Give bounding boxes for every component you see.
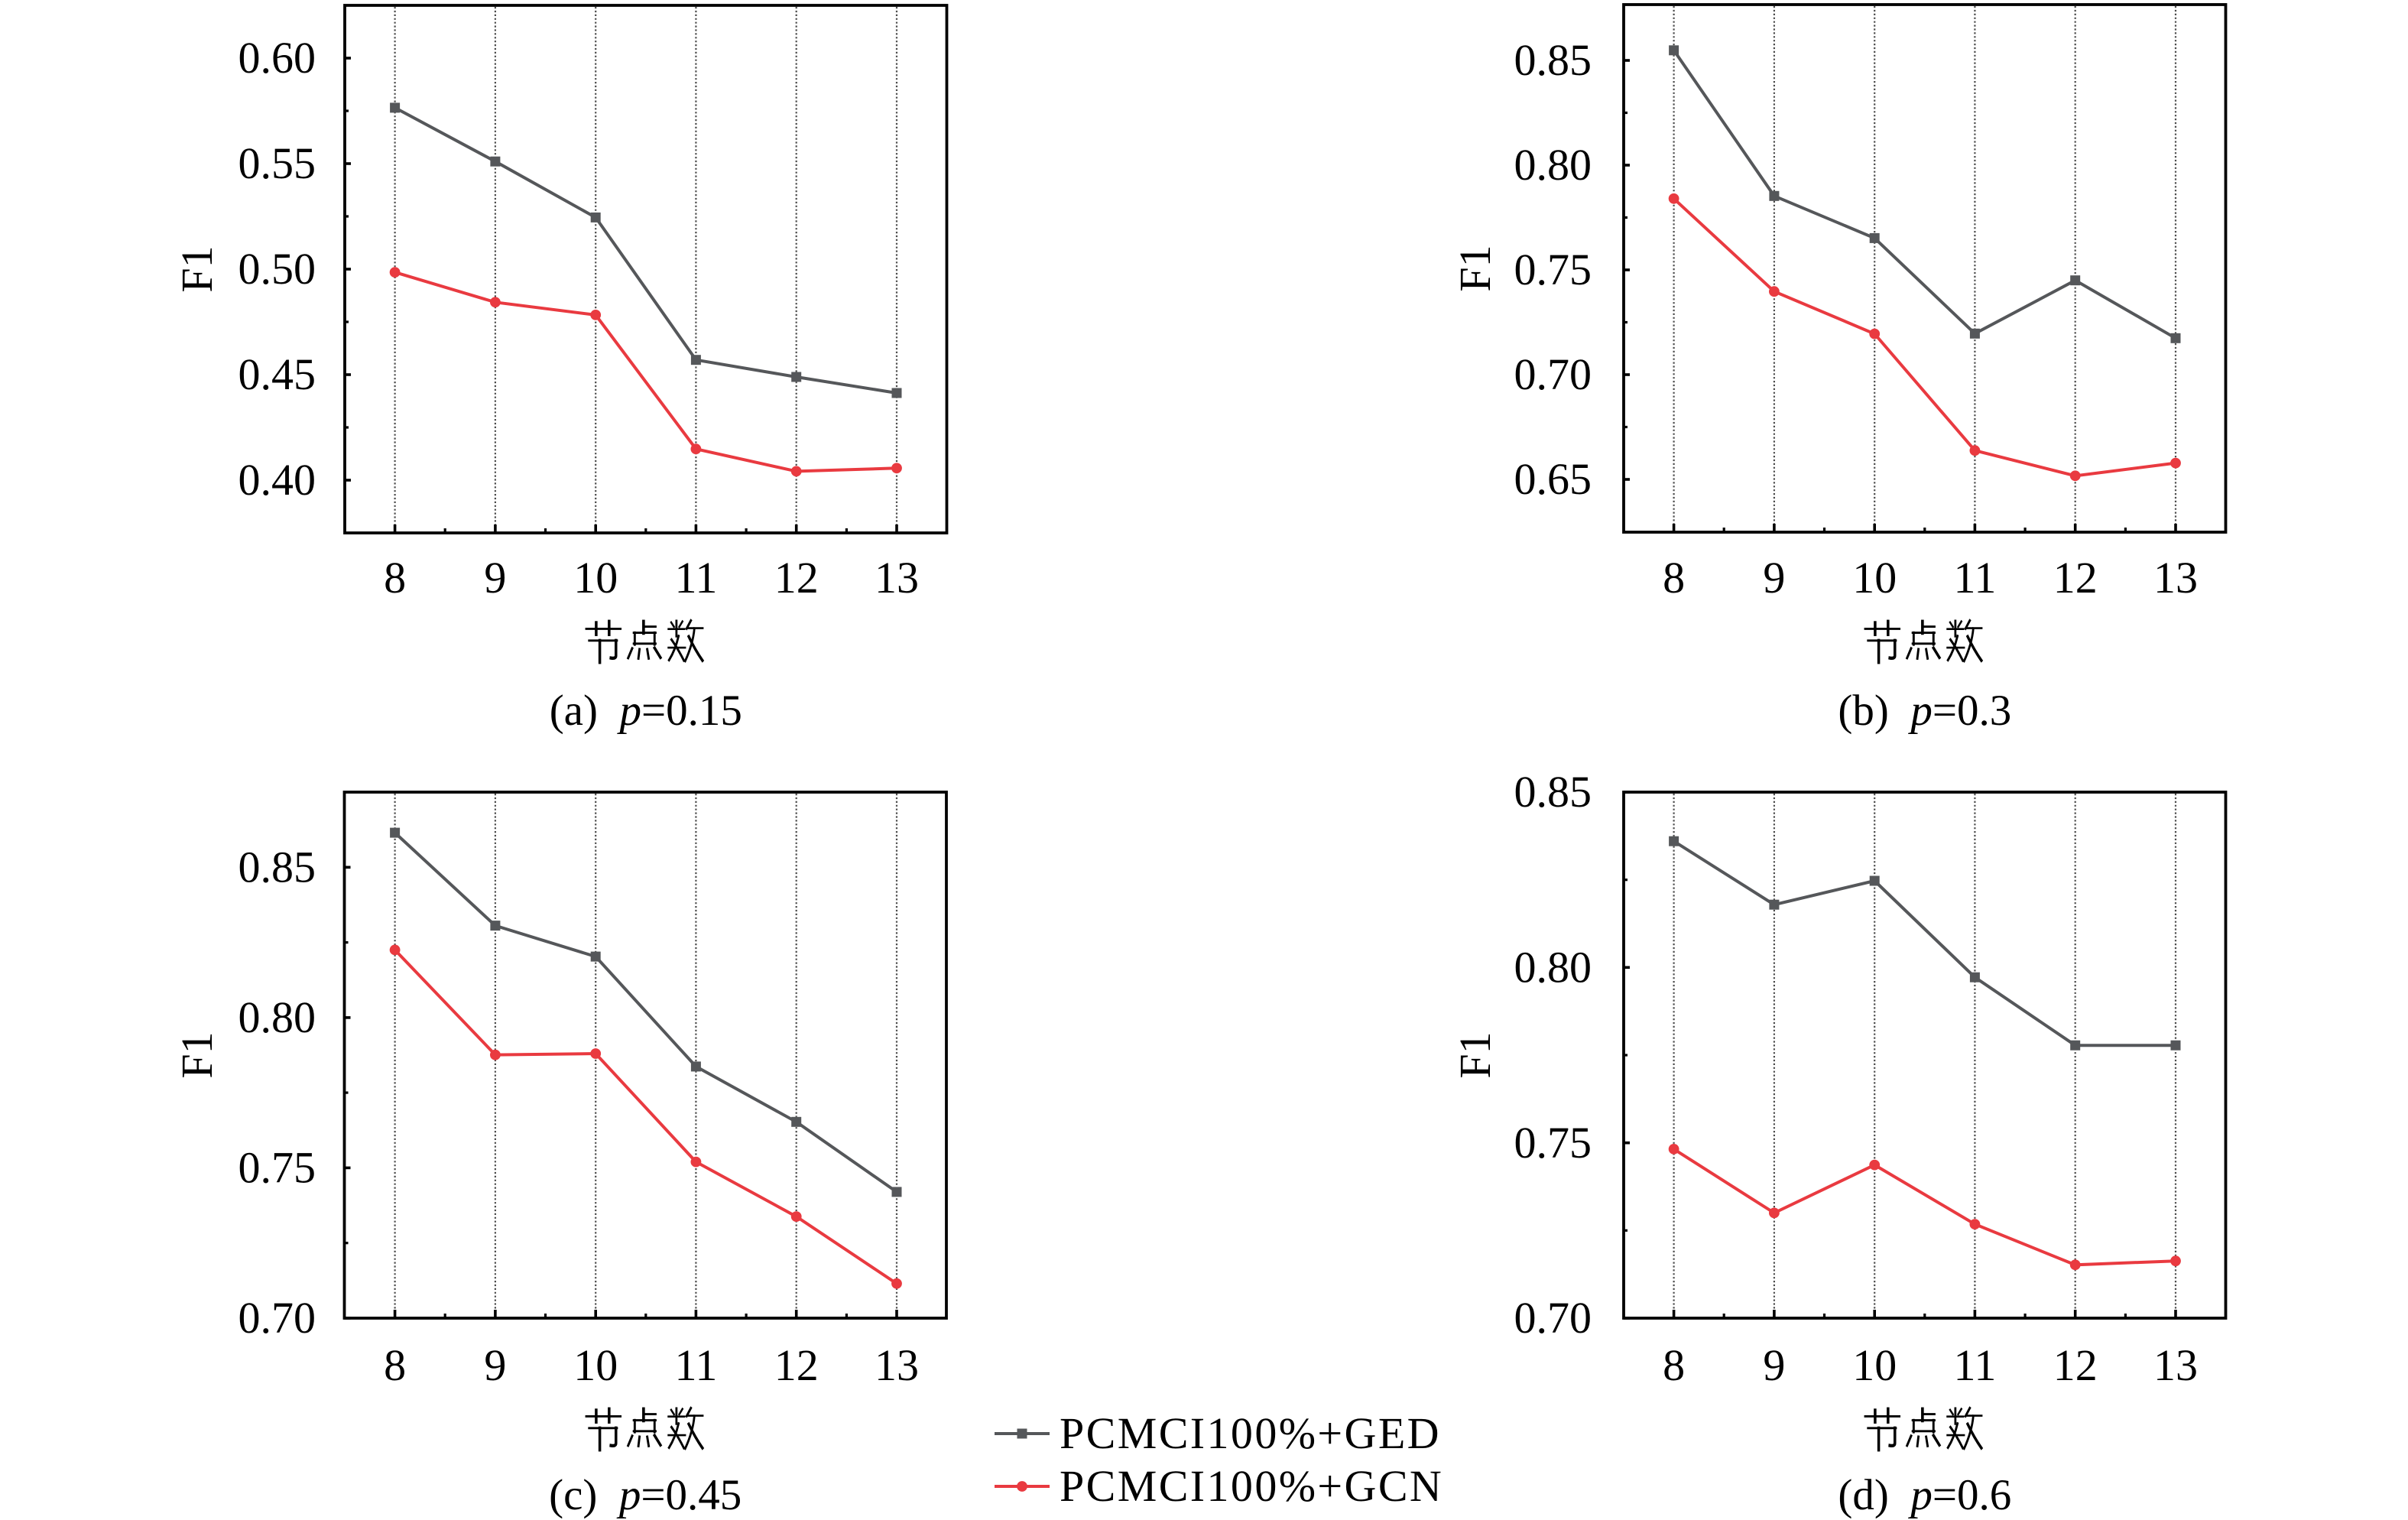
svg-text:8: 8	[384, 1340, 406, 1390]
svg-text:0.70: 0.70	[1514, 1293, 1592, 1343]
svg-text:12: 12	[774, 1340, 819, 1390]
svg-text:13: 13	[2153, 553, 2198, 602]
svg-text:12: 12	[2053, 553, 2098, 602]
svg-text:F1: F1	[1450, 245, 1500, 291]
svg-text:(c) p=0.45: (c) p=0.45	[549, 1471, 742, 1519]
svg-text:0.75: 0.75	[1514, 245, 1592, 294]
svg-text:8: 8	[1663, 1340, 1685, 1390]
svg-text:0.55: 0.55	[239, 138, 316, 188]
svg-text:8: 8	[1663, 553, 1685, 602]
svg-text:0.70: 0.70	[239, 1293, 316, 1343]
svg-text:10: 10	[573, 1340, 618, 1390]
svg-text:0.80: 0.80	[1514, 140, 1592, 190]
svg-text:9: 9	[1763, 1340, 1785, 1390]
svg-text:F1: F1	[1450, 1031, 1500, 1078]
svg-text:0.65: 0.65	[1514, 454, 1592, 504]
svg-text:11: 11	[1953, 1340, 1996, 1390]
svg-text:(b) p=0.3: (b) p=0.3	[1838, 687, 2011, 735]
svg-text:0.85: 0.85	[1514, 767, 1592, 817]
svg-text:11: 11	[674, 553, 717, 602]
svg-text:0.85: 0.85	[239, 843, 316, 892]
svg-text:9: 9	[1763, 553, 1785, 602]
svg-text:8: 8	[384, 553, 406, 602]
svg-text:0.80: 0.80	[1514, 943, 1592, 992]
svg-text:0.45: 0.45	[239, 349, 316, 399]
svg-text:F1: F1	[172, 1031, 222, 1078]
svg-text:0.70: 0.70	[1514, 349, 1592, 399]
svg-text:0.85: 0.85	[1514, 35, 1592, 85]
svg-text:11: 11	[1953, 553, 1996, 602]
svg-text:12: 12	[2053, 1340, 2098, 1390]
svg-text:(a) p=0.15: (a) p=0.15	[550, 687, 742, 735]
svg-text:0.40: 0.40	[239, 455, 316, 505]
svg-text:12: 12	[774, 553, 819, 602]
svg-text:10: 10	[1852, 553, 1897, 602]
svg-text:0.80: 0.80	[239, 992, 316, 1042]
svg-text:F1: F1	[172, 245, 222, 292]
svg-text:0.60: 0.60	[239, 33, 316, 83]
svg-text:13: 13	[875, 1340, 919, 1390]
svg-text:PCMCI100%+GCN: PCMCI100%+GCN	[1060, 1461, 1443, 1511]
svg-text:11: 11	[674, 1340, 717, 1390]
svg-text:PCMCI100%+GED: PCMCI100%+GED	[1060, 1408, 1441, 1458]
svg-text:0.75: 0.75	[1514, 1118, 1592, 1168]
svg-text:0.75: 0.75	[239, 1143, 316, 1193]
svg-text:9: 9	[484, 553, 506, 602]
svg-text:(d) p=0.6: (d) p=0.6	[1838, 1471, 2011, 1519]
svg-text:10: 10	[1852, 1340, 1897, 1390]
svg-text:13: 13	[2153, 1340, 2198, 1390]
svg-text:9: 9	[484, 1340, 506, 1390]
svg-text:13: 13	[875, 553, 919, 602]
svg-text:0.50: 0.50	[239, 244, 316, 294]
svg-text:10: 10	[573, 553, 618, 602]
